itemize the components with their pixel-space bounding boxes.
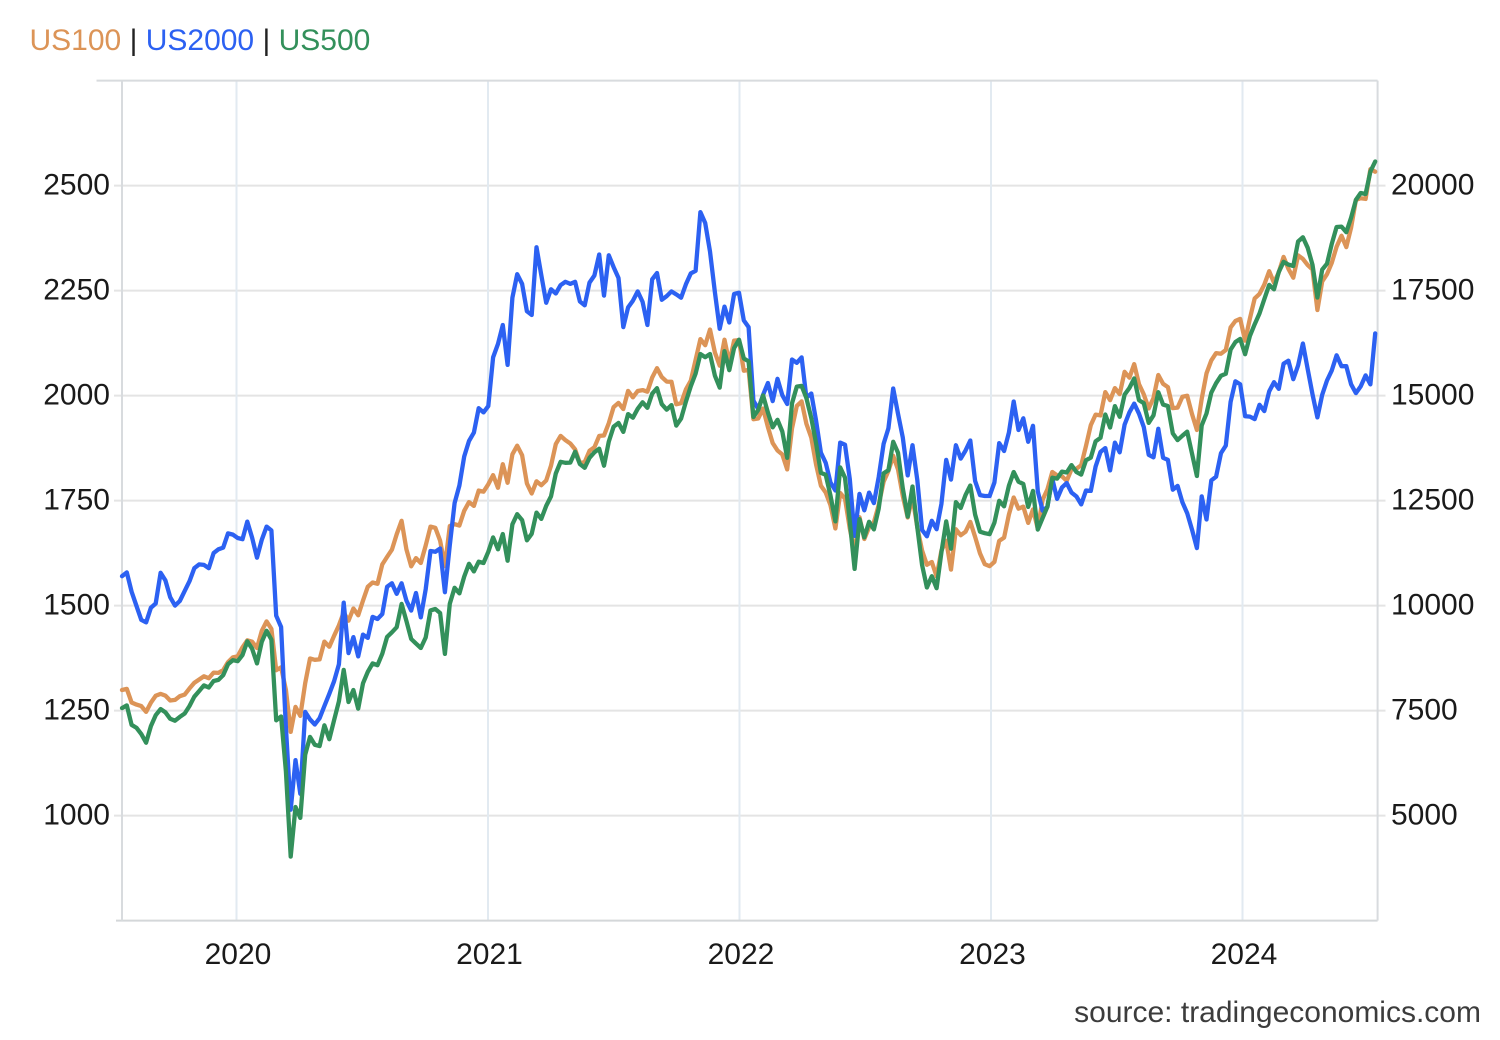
svg-text:2250: 2250 [43,274,110,307]
svg-text:1500: 1500 [43,589,110,622]
svg-text:US100 | US2000 | US500: US100 | US2000 | US500 [30,24,371,57]
svg-text:17500: 17500 [1391,274,1474,307]
svg-text:2500: 2500 [43,169,110,202]
svg-text:2024: 2024 [1211,938,1278,971]
svg-text:2021: 2021 [456,938,523,971]
svg-text:2023: 2023 [959,938,1026,971]
svg-text:1750: 1750 [43,484,110,517]
svg-text:7500: 7500 [1391,694,1458,727]
svg-text:2022: 2022 [708,938,775,971]
svg-text:15000: 15000 [1391,379,1474,412]
svg-text:2000: 2000 [43,379,110,412]
svg-text:12500: 12500 [1391,484,1474,517]
svg-text:2020: 2020 [205,938,272,971]
svg-text:1250: 1250 [43,694,110,727]
svg-text:5000: 5000 [1391,799,1458,832]
svg-text:1000: 1000 [43,799,110,832]
svg-text:20000: 20000 [1391,169,1474,202]
svg-text:10000: 10000 [1391,589,1474,622]
svg-text:source: tradingeconomics.com: source: tradingeconomics.com [1074,996,1481,1029]
